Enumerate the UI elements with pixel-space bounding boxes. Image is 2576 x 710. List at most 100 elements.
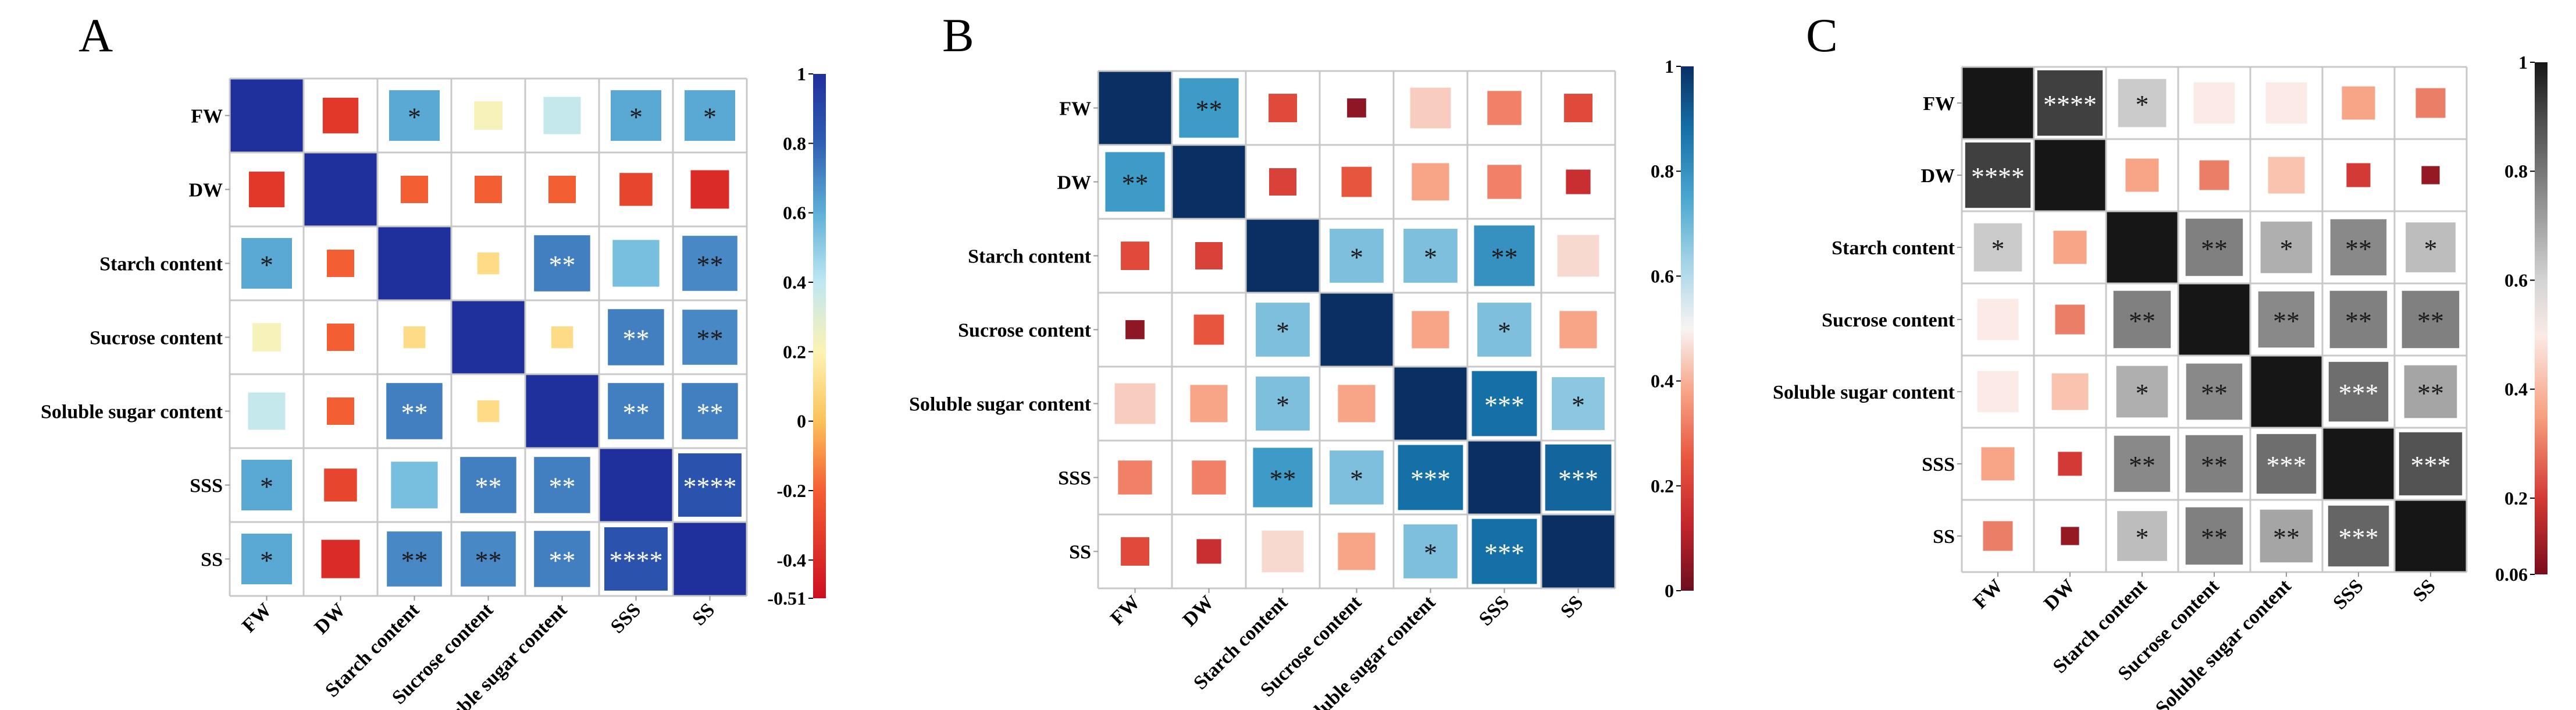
heatmap-cell — [1179, 78, 1239, 138]
row-label-ss: SS — [1933, 526, 1955, 548]
heatmap-cell — [2258, 291, 2315, 348]
row-label-sucrose-content: Sucrose content — [1822, 310, 1955, 331]
heatmap-cell — [608, 309, 664, 365]
heatmap-cell — [2199, 160, 2229, 190]
heatmap-cell — [2415, 88, 2446, 118]
colorbar-tick-label: 0 — [1665, 580, 1674, 601]
row-label-starch-content: Starch content — [1832, 237, 1955, 259]
heatmap-cell — [1981, 447, 2015, 481]
heatmap-cell — [2330, 219, 2387, 276]
heatmap-cell — [1410, 87, 1451, 129]
heatmap-cell — [2113, 290, 2171, 349]
heatmap-cell — [403, 326, 426, 349]
heatmap-cell — [1269, 168, 1296, 196]
row-label-starch-content: Starch content — [968, 246, 1092, 268]
heatmap-cell — [2406, 222, 2456, 272]
colorbar-tick-label: 0.2 — [783, 341, 806, 362]
heatmap-cell — [1098, 71, 1172, 145]
colorbar — [813, 74, 826, 598]
heatmap-cell — [678, 453, 742, 517]
heatmap-cell — [2051, 373, 2089, 410]
col-label-fw: FW — [238, 599, 276, 637]
heatmap-cell — [327, 324, 354, 351]
heatmap-cell — [612, 240, 660, 287]
significance-label: ** — [2201, 234, 2228, 264]
heatmap-cell — [685, 90, 735, 141]
panel-b-correlation-heatmap: B ***** * *** ** *** *** * *** **** ***FWDWStarch… — [909, 9, 1694, 710]
significance-label: ** — [2129, 450, 2155, 480]
row-label-dw: DW — [1057, 172, 1091, 194]
heatmap-cell — [321, 539, 360, 578]
significance-label: ** — [623, 324, 650, 354]
heatmap-cell — [2125, 158, 2159, 192]
heatmap-cell — [619, 173, 653, 206]
col-label-sss: SSS — [2329, 575, 2367, 613]
col-label-dw: DW — [1179, 591, 1218, 631]
heatmap-cell — [461, 531, 516, 587]
significance-label: * — [408, 102, 421, 132]
heatmap-cell — [2421, 166, 2440, 184]
heatmap-cell — [327, 397, 354, 425]
significance-label: ** — [2201, 450, 2228, 480]
significance-label: *** — [2339, 523, 2379, 552]
significance-label: **** — [610, 546, 663, 576]
significance-label: **** — [2043, 90, 2097, 119]
heatmap-cell — [534, 531, 590, 587]
significance-label: ** — [2129, 306, 2155, 336]
heatmap-cell — [2034, 139, 2106, 211]
heatmap-cell — [241, 460, 292, 510]
heatmap-cell — [2185, 435, 2243, 493]
heatmap-cell — [2346, 163, 2371, 187]
significance-label: ** — [2417, 378, 2444, 408]
heatmap-cell — [2178, 283, 2250, 356]
colorbar — [2535, 62, 2548, 574]
col-label-ss: SS — [1556, 591, 1587, 622]
significance-label: ** — [549, 546, 576, 576]
colorbar-tick-label: 0.4 — [2504, 379, 2528, 400]
heatmap-cell — [1118, 460, 1152, 495]
colorbar-tick-label: 0.6 — [783, 203, 806, 223]
significance-label: ** — [2273, 306, 2300, 336]
heatmap-cell — [389, 90, 440, 141]
heatmap-cell — [248, 171, 285, 208]
heatmap-cell — [1330, 450, 1384, 505]
heatmap-cell — [1256, 377, 1310, 431]
heatmap-cell — [401, 176, 428, 203]
col-label-ss: SS — [2409, 575, 2440, 606]
heatmap-cell — [2250, 356, 2322, 428]
colorbar-tick-label: 0.06 — [2495, 564, 2528, 585]
heatmap-cell — [543, 97, 581, 134]
heatmap-cell — [1467, 441, 1541, 514]
significance-label: * — [2424, 234, 2438, 264]
heatmap-cell — [1403, 524, 1458, 578]
significance-label: ** — [401, 546, 428, 576]
significance-label: ** — [2201, 523, 2228, 552]
significance-label: ** — [549, 250, 576, 280]
heatmap-cell — [252, 323, 281, 352]
heatmap-cell — [230, 79, 304, 152]
heatmap-cell — [690, 170, 729, 209]
heatmap-cell — [2404, 365, 2457, 418]
heatmap-cell — [2260, 221, 2313, 274]
heatmap-cell — [1472, 519, 1537, 584]
significance-label: * — [2136, 90, 2149, 119]
significance-label: *** — [1410, 464, 1451, 494]
row-label-sucrose-content: Sucrose content — [958, 320, 1092, 342]
row-label-ss: SS — [1069, 542, 1091, 563]
heatmap-cell — [1566, 169, 1591, 194]
colorbar — [1681, 66, 1694, 591]
heatmap-cell — [551, 326, 573, 349]
significance-label: * — [703, 102, 717, 132]
significance-label: * — [2136, 378, 2149, 408]
heatmap-cell — [1190, 385, 1228, 423]
heatmap-cell — [673, 522, 747, 596]
significance-label: ** — [475, 472, 502, 502]
heatmap-cell — [2329, 290, 2388, 349]
significance-label: * — [2280, 234, 2293, 264]
col-label-sss: SSS — [607, 599, 645, 637]
heatmap-cell — [682, 310, 737, 365]
heatmap-cell — [475, 176, 502, 203]
heatmap-cell — [1487, 165, 1522, 199]
colorbar-tick-label: 0.6 — [2504, 269, 2528, 290]
significance-label: * — [1424, 538, 1437, 568]
